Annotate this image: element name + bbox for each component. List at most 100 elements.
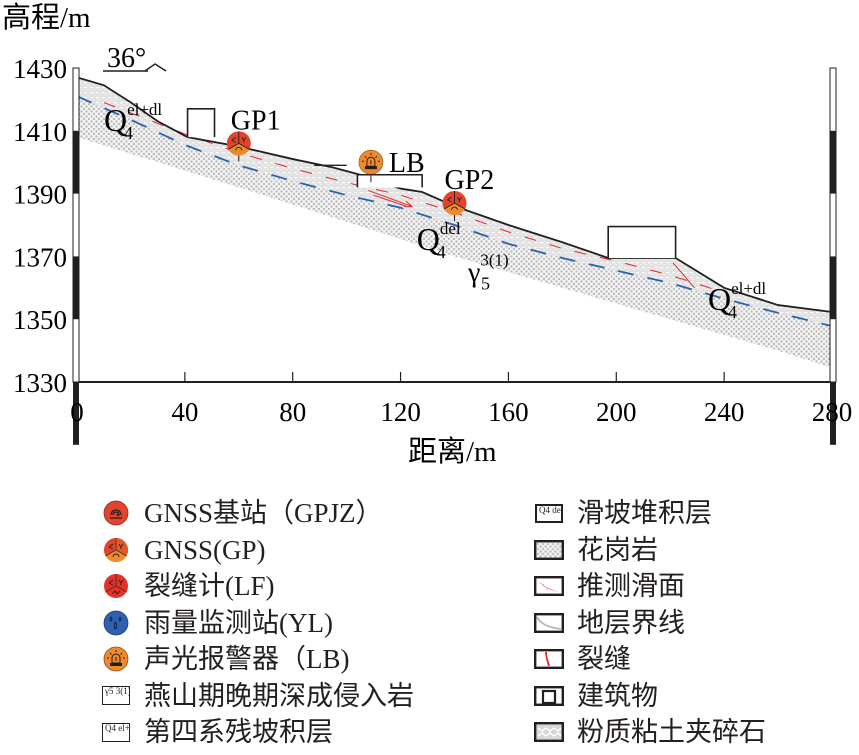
legend-label: 推测滑面 <box>577 571 685 601</box>
legend-item: γ5 3(1) 燕山期晚期深成侵入岩 <box>100 678 414 715</box>
legend-label: 裂缝 <box>577 644 631 674</box>
legend-item: 雨量监测站(YL) <box>100 605 414 642</box>
scale-bar-segment <box>830 382 836 445</box>
instrument-glyph <box>228 131 250 151</box>
legend-item: 粉质粘土夹碎石 <box>533 714 766 751</box>
gnss-base-station-icon <box>100 500 132 526</box>
y-tick-label: 1410 <box>13 117 67 147</box>
legend-label: 花岗岩 <box>577 534 658 565</box>
instrument-label: LB <box>389 148 425 179</box>
slope-angle-icon <box>144 63 167 72</box>
x-axis-title: 距离/m <box>408 435 497 468</box>
legend-item: 裂缝计(LF) <box>100 568 414 605</box>
legend-item: 建筑物 <box>533 678 766 715</box>
crack-line <box>672 262 695 289</box>
stratum-label-subscript: 4 <box>124 123 133 143</box>
instrument-label: GP2 <box>445 165 495 196</box>
slip-direction-arrow <box>373 194 407 207</box>
y-tick-label: 1330 <box>13 368 67 398</box>
scale-bar-segment <box>73 256 79 320</box>
alarm-light-icon <box>100 646 132 672</box>
stratum-boundary-line <box>76 95 833 327</box>
y-tick-label: 1390 <box>13 180 67 210</box>
right-scale-bar <box>829 67 837 383</box>
legend-item: 声光报警器（LB) <box>100 641 414 678</box>
scale-bar-segment <box>73 382 79 445</box>
left-scale-bar <box>72 67 80 383</box>
legend-mini-text: γ5 3(1) <box>105 686 130 697</box>
instrument-glyph <box>361 153 380 167</box>
slip-direction-arrow <box>368 189 411 206</box>
x-tick-label: 160 <box>488 397 529 427</box>
stratum-boundary-icon <box>533 610 565 636</box>
stratum-label: Qdel <box>417 219 461 257</box>
legend-label: 地层界线 <box>577 607 685 638</box>
granite-pattern-icon <box>533 537 565 563</box>
stratum-label-subscript: 4 <box>728 302 737 322</box>
gnss-gp-icon <box>226 131 251 162</box>
slip-surface-icon <box>533 573 565 599</box>
legend-item: 推测滑面 <box>533 568 766 605</box>
stratum-label: Qel+dl <box>104 100 162 138</box>
legend-label: 声光报警器（LB) <box>144 644 350 674</box>
instruments: GP1 LB GP2 <box>226 105 495 222</box>
quaternary-eluvial-symbol-icon: Q4 el+dl <box>100 719 132 745</box>
legend-label: 裂缝计(LF) <box>144 571 275 601</box>
stratum-label-subscript: 5 <box>481 274 490 294</box>
legend-label: 滑坡堆积层 <box>577 498 712 528</box>
rain-gauge-icon <box>100 610 132 636</box>
alarm-light-icon <box>358 149 384 183</box>
scale-bar-segment <box>73 130 79 194</box>
x-tick-label: 80 <box>279 397 306 427</box>
axes: 0 40 80 120 160 200 240 280 1330 1350 1370 1390 1410… <box>13 54 852 445</box>
legend-item: Q4 el+dl 第四系残坡积层 <box>100 714 414 751</box>
geologic-profile-figure: 0 40 80 120 160 200 240 280 1330 1350 1370 1390 1410… <box>2 1 852 468</box>
x-tick-label: 0 <box>70 397 84 427</box>
scale-bar-segment <box>830 130 836 194</box>
legend-item: 花岗岩 <box>533 532 766 569</box>
y-tick-label: 1350 <box>13 305 67 335</box>
building-icon <box>533 683 565 709</box>
legend-item: GNSS基站（GPJZ） <box>100 495 414 532</box>
instrument-label: GP1 <box>231 105 281 136</box>
silty-clay-gravel-area <box>77 77 832 327</box>
stratum-label-subscript: 4 <box>437 242 446 262</box>
building <box>186 108 216 138</box>
x-tick-label: 40 <box>171 397 198 427</box>
scale-bar-segment <box>830 256 836 320</box>
slope-angle-mark: 36° <box>103 43 167 74</box>
legend-label: 粉质粘土夹碎石 <box>577 717 766 747</box>
legend-label: GNSS(GP) <box>144 534 266 565</box>
y-tick-label: 1430 <box>13 54 67 84</box>
building <box>607 225 677 258</box>
legend-label: 燕山期晚期深成侵入岩 <box>144 680 414 711</box>
buildings <box>186 108 677 258</box>
silty-clay-gravel-layer <box>77 77 832 327</box>
legend-right: Q4 del 滑坡堆积层 花岗岩 推测滑面 地层界线 裂缝 建筑物 粉质粘土夹碎… <box>533 495 766 751</box>
legend-item: Q4 del 滑坡堆积层 <box>533 495 766 532</box>
y-tick-label: 1370 <box>13 242 67 272</box>
instrument-glyph <box>443 191 466 211</box>
legend-mini-text: Q4 el+dl <box>105 722 130 733</box>
legend-label: 雨量监测站(YL) <box>144 607 333 638</box>
legend-item: GNSS(GP) <box>100 532 414 569</box>
gnss-gp-icon <box>442 191 467 222</box>
legend-label: GNSS基站（GPJZ） <box>144 498 383 528</box>
crack-meter-icon <box>100 573 132 599</box>
silty-clay-gravel-icon <box>533 719 565 745</box>
slope-angle-label: 36° <box>107 43 146 74</box>
x-tick-label: 240 <box>704 397 745 427</box>
legend-label: 建筑物 <box>577 680 658 711</box>
y-axis-title: 高程/m <box>2 1 91 34</box>
x-tick-label: 200 <box>596 397 637 427</box>
x-tick-label: 280 <box>812 397 853 427</box>
legend-item: 裂缝 <box>533 641 766 678</box>
stratum-label: Qel+dl <box>708 279 766 317</box>
granite-intrusion-symbol-icon: γ5 3(1) <box>100 683 132 709</box>
legend-item: 地层界线 <box>533 605 766 642</box>
gnss-gp-icon <box>100 537 132 563</box>
x-tick-label: 120 <box>380 397 421 427</box>
stratum-label: γ3(1) <box>467 251 509 289</box>
crack-icon <box>533 646 565 672</box>
